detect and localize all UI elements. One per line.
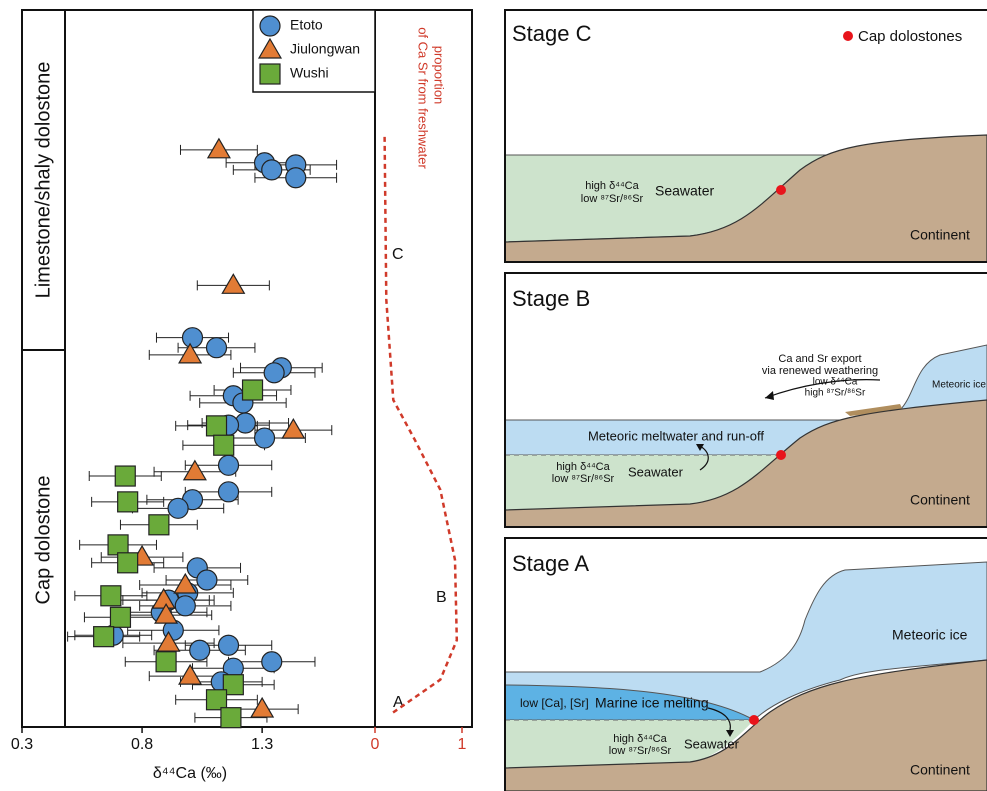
square-point [115, 466, 135, 486]
stage-a: Stage A Meteoric ice low [Ca], [Sr] Mari… [505, 538, 987, 791]
square-point [207, 690, 227, 710]
unit-label: Cap dolostone [32, 476, 54, 605]
etoto-point [286, 168, 306, 188]
square-point [118, 553, 138, 573]
legend-marker [260, 16, 280, 36]
phase-label: A [393, 694, 404, 711]
etoto-point [207, 338, 227, 358]
label: Meteoric ice [892, 627, 968, 643]
cap-dolostone-dot [776, 185, 786, 195]
square-point [118, 492, 138, 512]
phase-label: B [436, 589, 447, 606]
annotation: of Ca Sr from freshwater [416, 27, 431, 169]
legend-label: Wushi [290, 65, 329, 81]
stage-b: Stage B Ca and Sr export via renewed wea… [505, 273, 987, 527]
phase-label: C [392, 246, 404, 263]
label: Marine ice melting [595, 695, 709, 711]
triangle-point [184, 461, 206, 480]
etoto-point [182, 328, 202, 348]
square-point [214, 435, 234, 455]
legend-dot [843, 31, 853, 41]
label: high ⁸⁷Sr/⁸⁶Sr [805, 388, 866, 399]
triangle-point [222, 274, 244, 293]
x-tick-label: 1 [458, 736, 467, 753]
legend-label: Etoto [290, 17, 323, 33]
square-point [149, 515, 169, 535]
triangle-point [208, 139, 230, 158]
legend-marker [260, 64, 280, 84]
label: Ca and Sr export [778, 353, 861, 365]
label: low ⁸⁷Sr/⁸⁶Sr [609, 745, 672, 757]
label: Seawater [684, 736, 740, 751]
etoto-point [219, 455, 239, 475]
legend-label: Jiulongwan [290, 41, 360, 57]
label: Continent [910, 762, 970, 778]
label: high δ⁴⁴Ca [556, 461, 610, 473]
cap-dolostone-dot [776, 450, 786, 460]
plot-frame [22, 10, 472, 727]
label: via renewed weathering [762, 365, 878, 377]
legend-label: Cap dolostones [858, 28, 962, 45]
label: Continent [910, 227, 970, 243]
cap-dolostone-dot [749, 715, 759, 725]
etoto-point [219, 482, 239, 502]
stage-title: Stage A [512, 551, 589, 576]
etoto-point [255, 428, 275, 448]
label: low [Ca], [Sr] [520, 696, 589, 710]
square-point [108, 535, 128, 555]
label: low ⁸⁷Sr/⁸⁶Sr [552, 473, 615, 485]
x-tick-label: 0 [371, 736, 380, 753]
etoto-point [175, 596, 195, 616]
stage-title: Stage C [512, 21, 592, 46]
etoto-point [264, 363, 284, 383]
square-point [94, 627, 114, 647]
square-point [243, 380, 263, 400]
square-point [110, 607, 130, 627]
triangle-point [251, 698, 273, 717]
unit-label: Limestone/shaly dolostone [32, 62, 54, 299]
square-point [101, 586, 121, 606]
x-axis-label: δ⁴⁴Ca (‰) [153, 765, 227, 782]
x-tick-label: 1.3 [251, 736, 273, 753]
label: Meteoric meltwater and run-off [588, 428, 764, 443]
square-point [207, 416, 227, 436]
x-tick-label: 0.8 [131, 736, 153, 753]
etoto-point [168, 498, 188, 518]
label: Continent [910, 492, 970, 508]
etoto-point [262, 160, 282, 180]
stage-c: Stage C Cap dolostones high δ⁴⁴Ca low ⁸⁷… [505, 10, 987, 262]
freshwater-curve [385, 137, 457, 715]
label: high δ⁴⁴Ca [613, 733, 667, 745]
square-point [156, 652, 176, 672]
label: low ⁸⁷Sr/⁸⁶Sr [581, 193, 644, 205]
label: low δ⁴⁴Ca [813, 377, 858, 388]
figure: Limestone/shaly dolostone Cap dolostone … [0, 0, 987, 791]
annotation: proportion [432, 46, 447, 105]
etoto-point [219, 635, 239, 655]
x-tick-label: 0.3 [11, 736, 33, 753]
label: Seawater [628, 464, 684, 479]
stage-title: Stage B [512, 286, 590, 311]
square-point [221, 708, 241, 728]
label: Meteoric ice [932, 380, 986, 391]
etoto-point [197, 570, 217, 590]
label: high δ⁴⁴Ca [585, 180, 639, 192]
etoto-point [190, 640, 210, 660]
triangle-point [282, 419, 304, 438]
etoto-point [262, 652, 282, 672]
label: Seawater [655, 183, 714, 199]
plot-layer: 0.3 0.8 1.3 Etoto Jiulongwan Wushi 0 1 [11, 16, 467, 753]
